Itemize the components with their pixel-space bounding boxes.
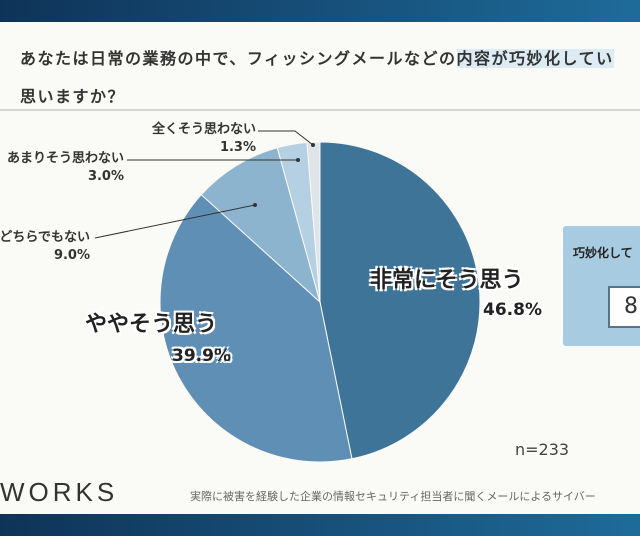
pie-slice-3: [200, 147, 321, 304]
leader-line-3: [94, 204, 256, 239]
question-text: あなたは日常の業務の中で、フィッシングメールなどの: [20, 49, 457, 68]
leader-dot: [253, 203, 257, 207]
label-slice-2: ややそう思う: [85, 312, 218, 337]
logo: WORKS: [0, 477, 119, 507]
bottom-band: [0, 514, 640, 536]
pie-slice-1: [319, 141, 481, 460]
summary-title: 巧妙化して: [573, 246, 633, 260]
pie-slice-2: [159, 193, 353, 463]
leader-line-1: [258, 130, 314, 146]
summary-value: 8: [608, 286, 640, 328]
source-text: 実際に被害を経験した企業の情報セキュリティ担当者に聞くメールによるサイバー: [190, 490, 596, 503]
value-slice-2: 39.9%: [172, 346, 231, 366]
label-slice-4: あまりそう思わない 3.0%: [6, 151, 124, 184]
question-title: あなたは日常の業務の中で、フィッシングメールなどの内容が巧妙化してい思いますか？: [20, 40, 614, 116]
value-slice-1: 46.8%: [483, 300, 542, 320]
top-band: [0, 0, 640, 22]
sample-size: n=233: [515, 440, 570, 459]
leader-dot: [296, 158, 300, 162]
label-slice-1: 非常にそう思う: [370, 268, 524, 293]
question-highlight: 内容が巧妙化してい: [456, 49, 614, 68]
summary-box: 巧妙化して 8: [563, 226, 640, 346]
pie-slice-5: [306, 141, 321, 303]
divider: [0, 109, 640, 111]
label-slice-3: どちらでもない 9.0%: [0, 230, 90, 263]
question-line2: 思いますか？: [20, 87, 126, 106]
label-slice-5: 全くそう思わない 1.3%: [151, 122, 256, 155]
leader-dot: [311, 143, 315, 147]
leader-lines: [94, 130, 314, 239]
